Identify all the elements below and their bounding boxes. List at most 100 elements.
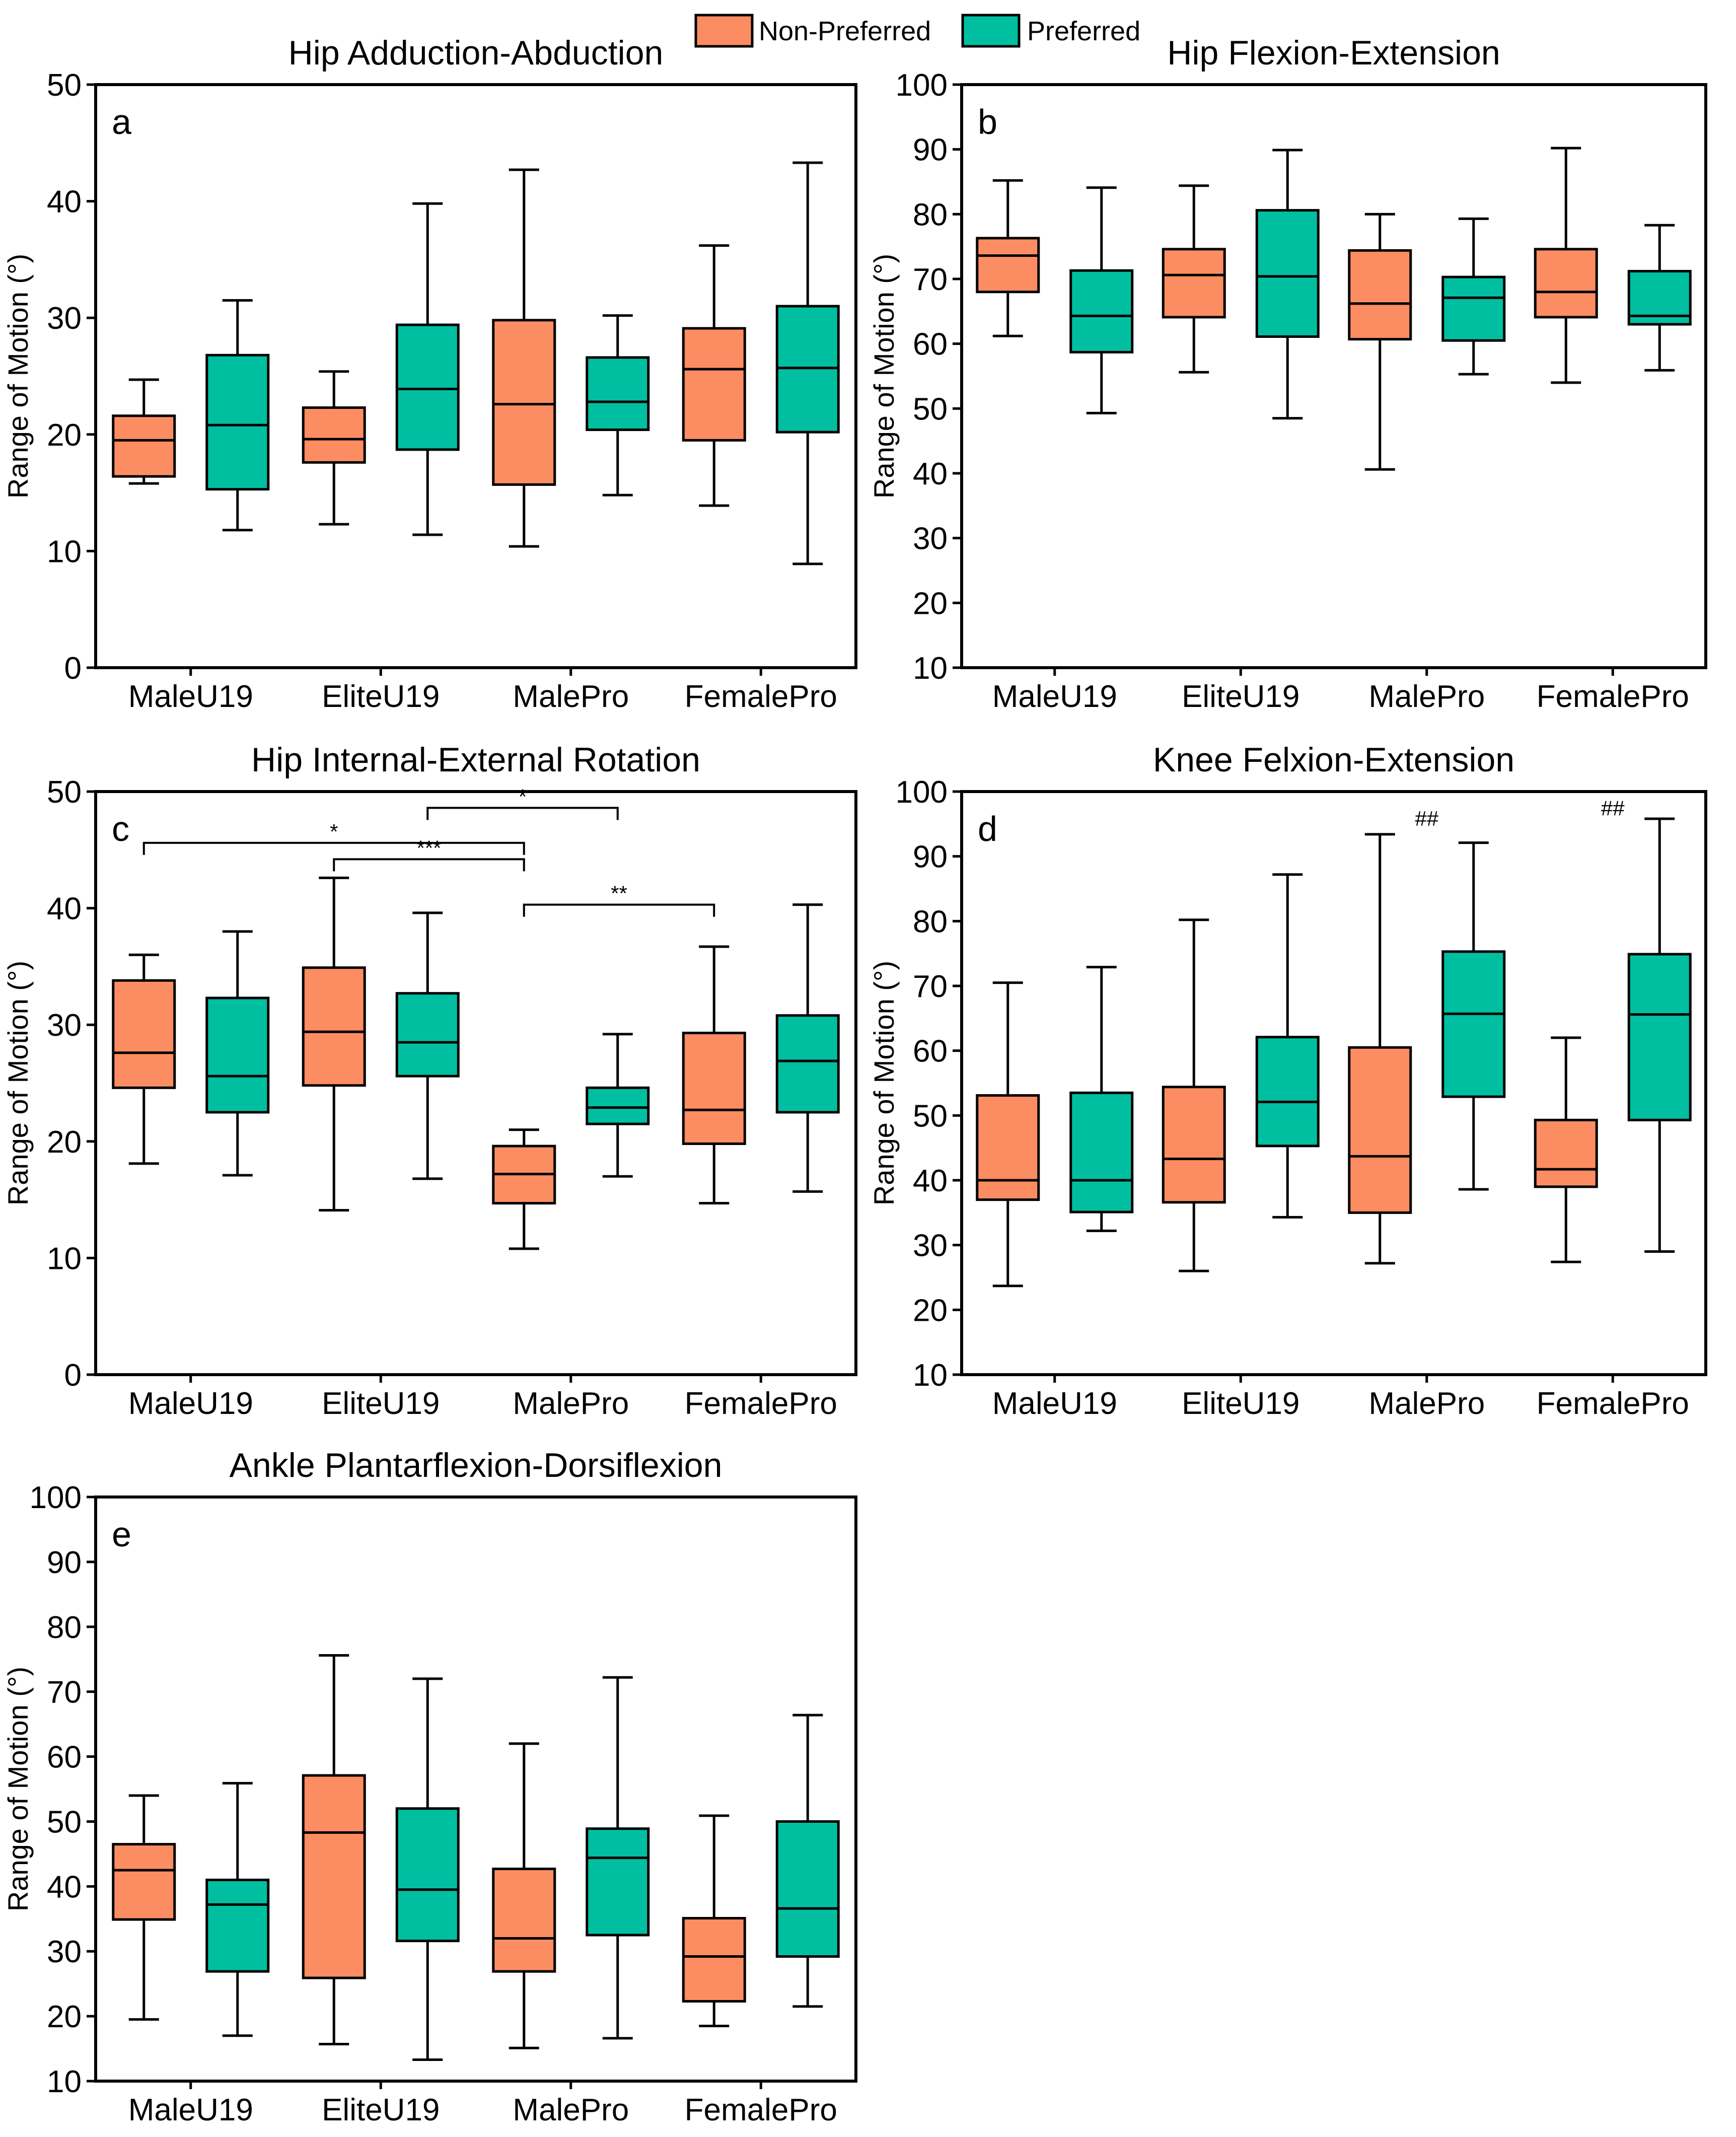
box-iqr xyxy=(682,1031,746,1145)
legend-swatch-non-preferred xyxy=(694,14,754,48)
box-preferred-MaleU19 xyxy=(1069,186,1134,414)
box-iqr xyxy=(682,1916,746,2003)
box-preferred-EliteU19 xyxy=(395,202,460,536)
y-tick-label: 40 xyxy=(47,1870,82,1904)
box-preferred-MalePro xyxy=(1441,217,1506,376)
box-non-preferred-MalePro xyxy=(1348,212,1412,471)
y-tick-label: 50 xyxy=(913,1099,948,1133)
panel-title: Ankle Plantarflexion-Dorsiflexion xyxy=(230,1446,722,1484)
x-tick-label: MaleU19 xyxy=(992,679,1117,714)
x-tick-label: MaleU19 xyxy=(128,1386,253,1421)
box-iqr xyxy=(976,237,1040,294)
box-preferred-EliteU19 xyxy=(395,1677,460,2061)
box-preferred-MalePro xyxy=(1441,841,1506,1191)
box-non-preferred-EliteU19 xyxy=(302,1654,366,2046)
y-tick-label: 10 xyxy=(47,534,82,569)
box-preferred-MaleU19 xyxy=(205,299,270,532)
x-tick-label: MalePro xyxy=(1368,679,1485,714)
panel-title: Hip Internal-External Rotation xyxy=(251,741,700,779)
y-tick-label: 10 xyxy=(47,2064,82,2099)
box-iqr xyxy=(205,1878,270,1973)
box-preferred-MaleU19 xyxy=(1069,966,1134,1232)
y-tick-label: 20 xyxy=(913,1293,948,1328)
box-iqr xyxy=(775,1820,840,1958)
y-tick-label: 40 xyxy=(47,892,82,927)
box-iqr xyxy=(1534,1118,1598,1188)
box-iqr xyxy=(1069,1091,1134,1214)
y-axis-label: Range of Motion (°) xyxy=(2,961,34,1205)
significance-label: * xyxy=(330,820,338,843)
box-iqr xyxy=(492,319,556,486)
box-iqr xyxy=(205,353,270,491)
box-non-preferred-FemalePro xyxy=(682,945,746,1205)
box-iqr xyxy=(492,1868,556,1973)
box-non-preferred-MalePro xyxy=(492,1128,556,1250)
box-non-preferred-MalePro xyxy=(492,1742,556,2049)
x-tick-label: FemalePro xyxy=(1537,1386,1689,1421)
box-iqr xyxy=(586,1827,650,1937)
box-preferred-FemalePro xyxy=(1627,817,1692,1253)
box-iqr xyxy=(1348,249,1412,341)
box-non-preferred-FemalePro xyxy=(1534,1036,1598,1263)
y-tick-label: 10 xyxy=(47,1241,82,1276)
x-tick-label: MaleU19 xyxy=(992,1386,1117,1421)
panel-letter: c xyxy=(112,809,129,848)
x-tick-label: EliteU19 xyxy=(322,2093,440,2127)
box-iqr xyxy=(395,992,460,1078)
box-iqr xyxy=(1255,209,1320,338)
x-tick-label: FemalePro xyxy=(1537,679,1689,714)
y-tick-label: 70 xyxy=(47,1675,82,1710)
box-non-preferred-MalePro xyxy=(1348,833,1412,1265)
y-tick-label: 60 xyxy=(47,1740,82,1775)
y-tick-label: 90 xyxy=(47,1545,82,1580)
y-tick-label: 30 xyxy=(913,522,948,556)
y-tick-label: 60 xyxy=(913,327,948,362)
box-non-preferred-FemalePro xyxy=(682,244,746,507)
box-preferred-MalePro xyxy=(586,314,650,496)
x-tick-label: MalePro xyxy=(513,679,629,714)
y-tick-label: 80 xyxy=(913,197,948,232)
box-iqr xyxy=(1162,1086,1226,1204)
y-tick-label: 60 xyxy=(913,1034,948,1069)
y-tick-label: 0 xyxy=(64,1358,82,1393)
box-iqr xyxy=(395,1807,460,1943)
box-iqr xyxy=(976,1094,1040,1201)
box-iqr xyxy=(586,1086,650,1125)
box-iqr xyxy=(112,414,176,478)
box-iqr xyxy=(775,1014,840,1114)
box-preferred-FemalePro xyxy=(775,161,840,565)
y-axis-label: Range of Motion (°) xyxy=(2,1667,34,1911)
hash-annotation: ## xyxy=(1415,807,1438,830)
y-axis-label: Range of Motion (°) xyxy=(868,961,900,1205)
y-tick-label: 0 xyxy=(64,651,82,686)
box-non-preferred-MaleU19 xyxy=(112,953,176,1165)
panel-b: Hip Flexion-Extension Range of Motion (°)… xyxy=(868,34,1707,714)
box-non-preferred-FemalePro xyxy=(1534,147,1598,384)
box-iqr xyxy=(112,979,176,1089)
panel-title: Hip Adduction-Abduction xyxy=(288,34,664,72)
box-preferred-FemalePro xyxy=(775,903,840,1193)
panel-a: Hip Adduction-Abduction Range of Motion (… xyxy=(2,34,857,714)
x-tick-label: MalePro xyxy=(513,1386,629,1421)
box-non-preferred-FemalePro xyxy=(682,1814,746,2027)
box-non-preferred-MaleU19 xyxy=(112,1794,176,2021)
y-tick-label: 40 xyxy=(913,457,948,491)
panel-title: Hip Flexion-Extension xyxy=(1167,34,1500,72)
y-tick-label: 40 xyxy=(47,185,82,220)
x-tick-label: MalePro xyxy=(513,2093,629,2127)
box-non-preferred-EliteU19 xyxy=(1162,184,1226,374)
x-tick-label: EliteU19 xyxy=(1182,1386,1299,1421)
box-iqr xyxy=(1534,248,1598,319)
y-tick-label: 80 xyxy=(47,1610,82,1645)
y-tick-label: 20 xyxy=(47,418,82,453)
box-preferred-EliteU19 xyxy=(1255,149,1320,420)
x-tick-label: EliteU19 xyxy=(1182,679,1299,714)
box-iqr xyxy=(302,1774,366,1979)
box-non-preferred-MaleU19 xyxy=(976,981,1040,1288)
box-preferred-EliteU19 xyxy=(1255,873,1320,1219)
x-tick-label: EliteU19 xyxy=(322,1386,440,1421)
box-iqr xyxy=(1255,1036,1320,1148)
significance-label: ** xyxy=(611,882,627,905)
box-iqr xyxy=(1162,248,1226,319)
